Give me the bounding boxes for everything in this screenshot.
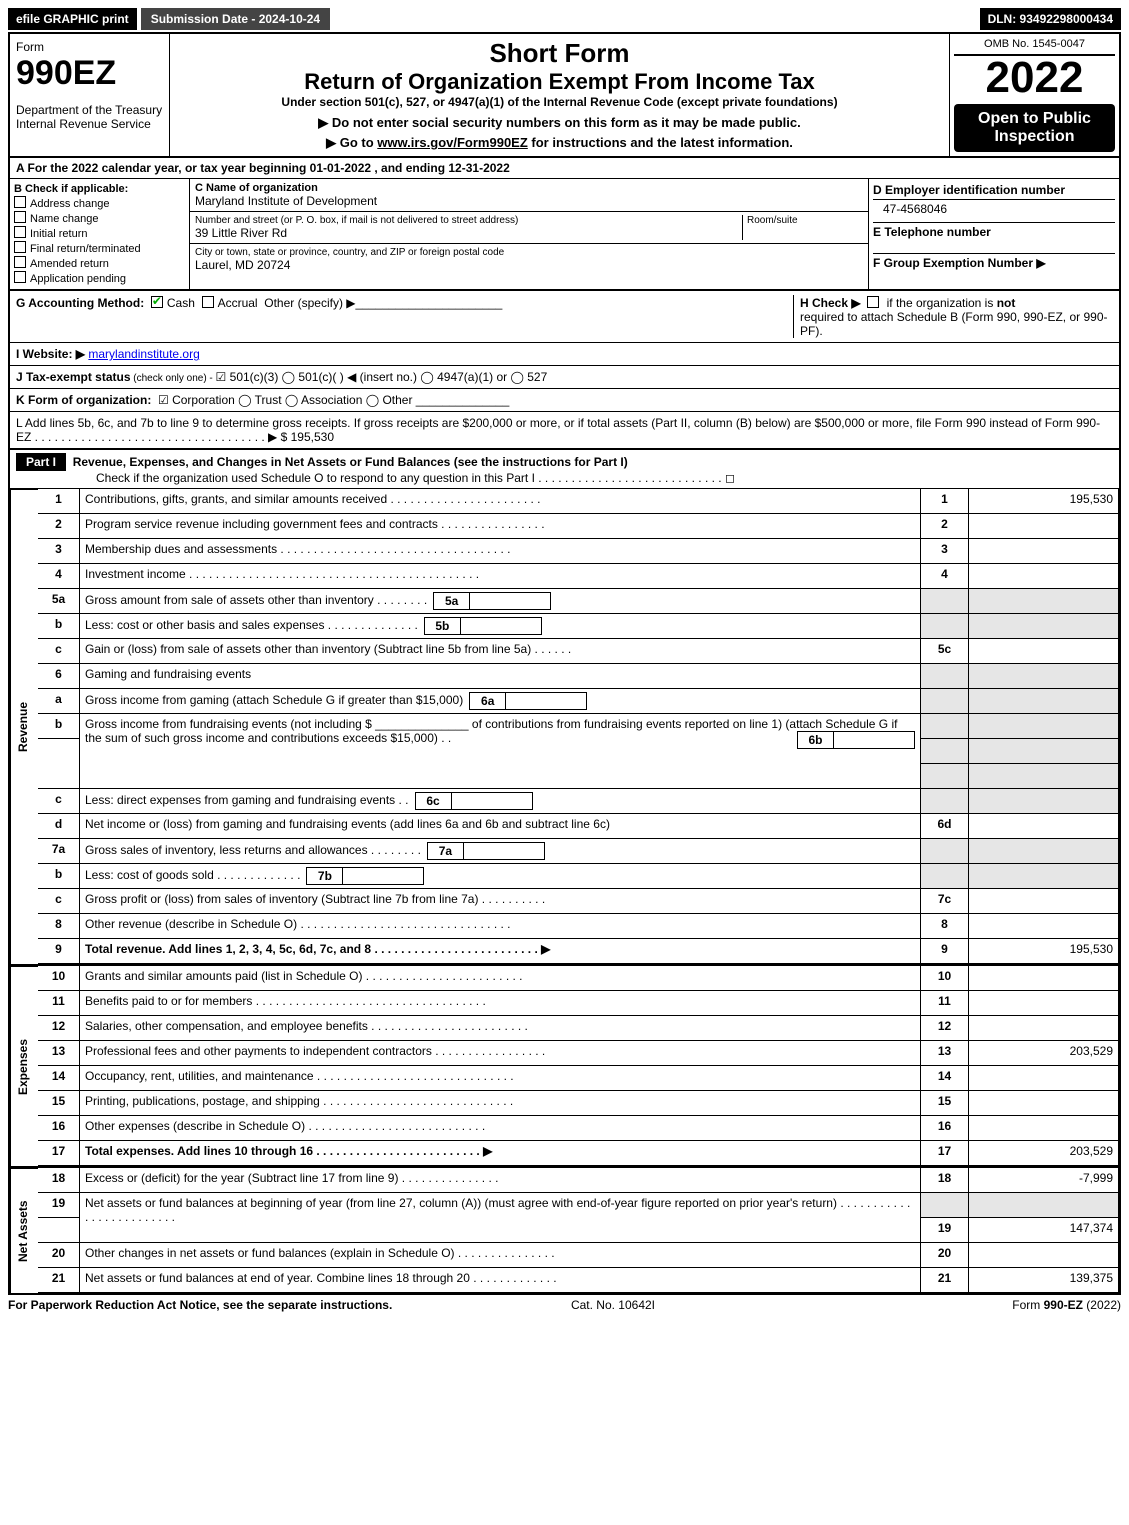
e-label: E Telephone number bbox=[873, 222, 1115, 239]
chk-h[interactable] bbox=[867, 296, 879, 308]
chk-amended[interactable]: Amended return bbox=[14, 255, 185, 270]
header-form-left: Form 990EZ Department of the Treasury In… bbox=[10, 34, 170, 156]
chk-address[interactable]: Address change bbox=[14, 195, 185, 210]
row-j: J Tax-exempt status (check only one) - ☑… bbox=[10, 366, 1119, 389]
revenue-grid: Revenue 1Contributions, gifts, grants, a… bbox=[10, 489, 1119, 964]
b-header: B Check if applicable: bbox=[14, 183, 185, 195]
d-val: 47-4568046 bbox=[873, 200, 1115, 222]
j-options[interactable]: ☑ 501(c)(3) ◯ 501(c)( ) ◀ (insert no.) ◯… bbox=[216, 370, 548, 384]
tax-year: 2022 bbox=[954, 56, 1115, 100]
c-name: C Name of organization Maryland Institut… bbox=[190, 179, 868, 212]
k-options[interactable]: ☑ Corporation ◯ Trust ◯ Association ◯ Ot… bbox=[158, 393, 509, 407]
e-val bbox=[873, 239, 1115, 253]
return-subtitle: Under section 501(c), 527, or 4947(a)(1)… bbox=[174, 95, 945, 109]
form-ref: Form 990-EZ (2022) bbox=[1012, 1298, 1121, 1312]
netassets-grid: Net Assets 18Excess or (deficit) for the… bbox=[10, 1166, 1119, 1293]
chk-pending[interactable]: Application pending bbox=[14, 270, 185, 285]
top-utility-bar: efile GRAPHIC print Submission Date - 20… bbox=[8, 8, 1121, 30]
form-page: Form 990EZ Department of the Treasury In… bbox=[8, 32, 1121, 1295]
header-center: Short Form Return of Organization Exempt… bbox=[170, 34, 949, 156]
form-word: Form bbox=[16, 40, 163, 54]
row-k: K Form of organization: ☑ Corporation ◯ … bbox=[10, 389, 1119, 412]
cat-no: Cat. No. 10642I bbox=[571, 1298, 655, 1312]
open-to-public: Open to Public Inspection bbox=[954, 104, 1115, 152]
expenses-side: Expenses bbox=[10, 966, 38, 1166]
expenses-grid: Expenses 10Grants and similar amounts pa… bbox=[10, 964, 1119, 1166]
chk-final[interactable]: Final return/terminated bbox=[14, 240, 185, 255]
col-b: B Check if applicable: Address change Na… bbox=[10, 179, 190, 289]
short-form-title: Short Form bbox=[174, 38, 945, 69]
chk-cash[interactable] bbox=[151, 296, 163, 308]
paperwork-notice: For Paperwork Reduction Act Notice, see … bbox=[8, 1298, 392, 1312]
h-label: H Check ▶ bbox=[800, 296, 861, 310]
f-label: F Group Exemption Number ▶ bbox=[873, 253, 1115, 270]
row-g-h: G Accounting Method: Cash Accrual Other … bbox=[10, 291, 1119, 343]
goto-pre: ▶ Go to bbox=[326, 135, 377, 150]
revenue-side: Revenue bbox=[10, 489, 38, 964]
form-990ez: 990EZ bbox=[16, 54, 163, 93]
goto-post: for instructions and the latest informat… bbox=[528, 135, 793, 150]
irs-link[interactable]: www.irs.gov/Form990EZ bbox=[377, 135, 528, 150]
room-suite-label: Room/suite bbox=[743, 215, 863, 240]
chk-initial[interactable]: Initial return bbox=[14, 225, 185, 240]
efile-print-label[interactable]: efile GRAPHIC print bbox=[8, 8, 137, 30]
section-bcdef: B Check if applicable: Address change Na… bbox=[10, 179, 1119, 291]
col-c: C Name of organization Maryland Institut… bbox=[190, 179, 869, 289]
c-street: Number and street (or P. O. box, if mail… bbox=[190, 212, 868, 244]
row-i: I Website: ▶ marylandinstitute.org bbox=[10, 343, 1119, 366]
chk-name[interactable]: Name change bbox=[14, 210, 185, 225]
website-link[interactable]: marylandinstitute.org bbox=[88, 347, 199, 361]
return-title: Return of Organization Exempt From Incom… bbox=[174, 69, 945, 95]
row-l: L Add lines 5b, 6c, and 7b to line 9 to … bbox=[10, 412, 1119, 450]
chk-accrual[interactable] bbox=[202, 296, 214, 308]
dept-treasury: Department of the Treasury Internal Reve… bbox=[16, 103, 163, 131]
col-def: D Employer identification number 47-4568… bbox=[869, 179, 1119, 289]
header-right: OMB No. 1545-0047 2022 Open to Public In… bbox=[949, 34, 1119, 156]
submission-date: Submission Date - 2024-10-24 bbox=[141, 8, 330, 30]
g-label: G Accounting Method: bbox=[16, 296, 144, 310]
c-city: City or town, state or province, country… bbox=[190, 244, 868, 275]
goto-instructions: ▶ Go to www.irs.gov/Form990EZ for instru… bbox=[174, 135, 945, 151]
part1-header: Part I Revenue, Expenses, and Changes in… bbox=[10, 450, 1119, 489]
d-label: D Employer identification number bbox=[873, 183, 1115, 200]
line-a: A For the 2022 calendar year, or tax yea… bbox=[10, 158, 1119, 179]
ssn-warning: ▶ Do not enter social security numbers o… bbox=[174, 115, 945, 131]
dln: DLN: 93492298000434 bbox=[980, 8, 1121, 30]
page-footer: For Paperwork Reduction Act Notice, see … bbox=[8, 1295, 1121, 1315]
netassets-side: Net Assets bbox=[10, 1168, 38, 1293]
